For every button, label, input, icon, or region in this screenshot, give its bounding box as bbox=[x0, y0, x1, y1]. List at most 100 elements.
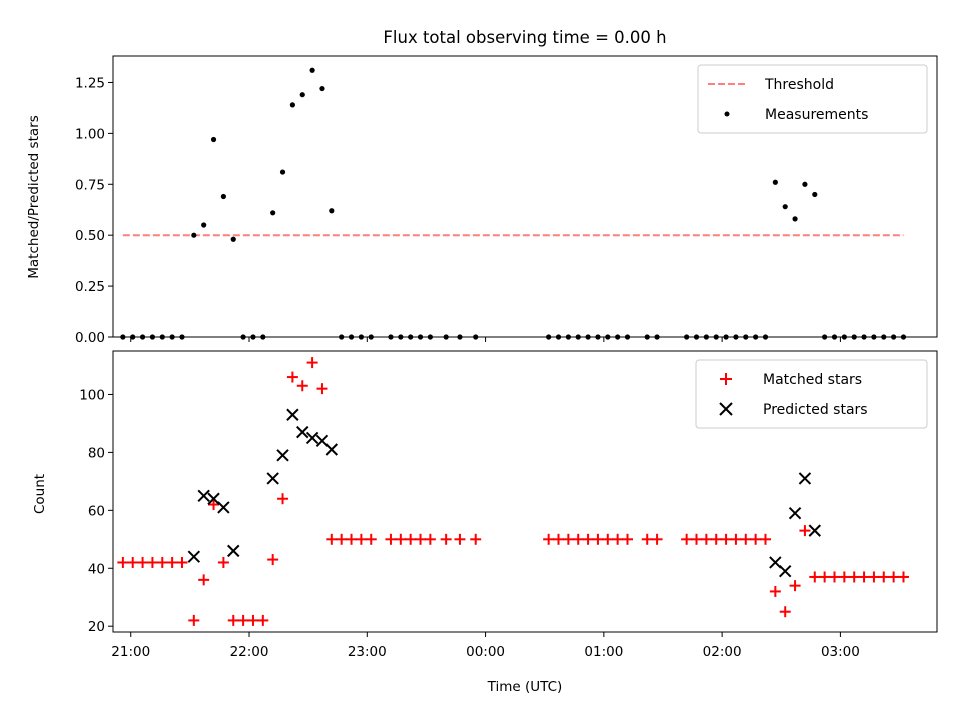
measurement-point bbox=[772, 179, 778, 185]
measurement-point bbox=[812, 191, 818, 198]
bottom-y-tick-label: 80 bbox=[88, 445, 105, 461]
matched-star-point bbox=[641, 533, 653, 545]
matched-star-point bbox=[355, 533, 367, 545]
matched-star-point bbox=[247, 614, 259, 626]
matched-star-point bbox=[759, 533, 771, 545]
matched-star-point bbox=[602, 533, 614, 545]
predicted-star-point bbox=[276, 449, 289, 462]
matched-star-point bbox=[888, 571, 900, 583]
predicted-star-point bbox=[227, 544, 240, 558]
measurement-point bbox=[319, 85, 325, 92]
matched-star-point bbox=[470, 533, 482, 545]
predicted-star-point bbox=[798, 472, 812, 485]
x-tick-label: 21:00 bbox=[111, 644, 150, 660]
matched-star-point bbox=[257, 614, 269, 626]
matched-star-point bbox=[612, 533, 624, 545]
measurements-legend-swatch bbox=[724, 111, 730, 117]
predicted-star-point bbox=[808, 524, 821, 537]
bottom-y-tick-label: 20 bbox=[88, 619, 105, 635]
measurement-point bbox=[289, 102, 295, 108]
matched-star-point bbox=[740, 533, 752, 545]
measurement-point bbox=[191, 232, 197, 238]
predicted-star-point bbox=[217, 501, 230, 514]
top-y-tick-label: 0.00 bbox=[75, 330, 105, 346]
matched-star-point bbox=[769, 585, 781, 597]
matched-star-point bbox=[454, 533, 466, 545]
measurement-point bbox=[220, 193, 226, 200]
matched-star-point bbox=[188, 614, 200, 626]
top-legend: Threshold Measurements bbox=[697, 64, 928, 134]
matched-star-point bbox=[710, 533, 722, 545]
x-tick-label: 01:00 bbox=[584, 644, 623, 660]
measurement-point bbox=[782, 204, 788, 210]
matched-star-point bbox=[208, 499, 220, 511]
bottom-legend-box bbox=[695, 359, 928, 429]
top-chart-title: Flux total observing time = 0.00 h bbox=[383, 28, 666, 47]
matched-star-point bbox=[217, 556, 229, 568]
matched-star-point bbox=[127, 556, 139, 568]
measurement-point bbox=[279, 169, 286, 175]
bottom-y-axis-label: Count bbox=[32, 474, 48, 514]
matched-star-point bbox=[799, 525, 811, 537]
matched-star-point bbox=[838, 571, 850, 583]
bottom-y-tick-label: 40 bbox=[88, 561, 105, 577]
bottom-legend: Matched stars Predicted stars bbox=[695, 359, 928, 429]
matched-star-point bbox=[326, 533, 338, 545]
predicted-star-point bbox=[325, 443, 339, 456]
x-tick-label: 22:00 bbox=[230, 644, 269, 660]
x-axis-label: Time (UTC) bbox=[487, 679, 563, 695]
x-tick-label: 02:00 bbox=[703, 644, 742, 660]
predicted-star-point bbox=[779, 564, 792, 578]
matched-star-point bbox=[720, 533, 732, 545]
matched-star-point bbox=[651, 533, 663, 545]
matched-star-point bbox=[395, 533, 407, 545]
measurement-point bbox=[230, 236, 236, 242]
matched-star-point bbox=[424, 533, 436, 545]
matched-star-point bbox=[828, 571, 840, 583]
matched-star-point bbox=[848, 571, 860, 583]
matched-star-point bbox=[336, 533, 348, 545]
matched-star-point bbox=[700, 533, 712, 545]
matched-star-point bbox=[553, 533, 565, 545]
matched-star-point bbox=[365, 533, 377, 545]
matched-star-point bbox=[572, 533, 584, 545]
matched-star-point bbox=[137, 556, 149, 568]
measurement-point bbox=[201, 222, 207, 228]
top-axes-frame bbox=[112, 55, 938, 338]
matched-star-point bbox=[440, 533, 452, 545]
top-y-tick-label: 0.25 bbox=[75, 279, 105, 295]
measurement-point bbox=[329, 208, 335, 214]
bottom-y-tick-label: 60 bbox=[88, 503, 105, 519]
matched-star-point bbox=[385, 533, 397, 545]
top-y-axis-label: Matched/Predicted stars bbox=[26, 115, 42, 278]
matched-star-point bbox=[681, 533, 693, 545]
matched-star-point bbox=[296, 380, 308, 392]
matched-star-point bbox=[227, 614, 239, 626]
predicted-star-point bbox=[315, 434, 329, 448]
matched-star-point bbox=[415, 533, 427, 545]
matched-star-point bbox=[237, 614, 249, 626]
matched-star-point bbox=[286, 371, 298, 383]
matched-star-point bbox=[346, 533, 358, 545]
matched-star-point bbox=[592, 533, 604, 545]
predicted-star-point bbox=[286, 408, 299, 421]
top-y-tick-label: 0.75 bbox=[75, 177, 105, 193]
matched-legend-swatch bbox=[720, 373, 732, 385]
measurement-point bbox=[210, 136, 217, 143]
top-y-tick-label: 0.50 bbox=[75, 228, 105, 244]
bottom-y-tick-label: 100 bbox=[79, 387, 105, 403]
measurement-point bbox=[270, 210, 276, 216]
x-tick-label: 23:00 bbox=[348, 644, 387, 660]
measurement-point bbox=[802, 181, 808, 187]
predicted-star-point bbox=[197, 489, 210, 503]
x-tick-label: 03:00 bbox=[821, 644, 860, 660]
matched-star-point bbox=[622, 533, 634, 545]
matched-star-point bbox=[582, 533, 594, 545]
predicted-star-point bbox=[788, 507, 802, 520]
measurement-point bbox=[299, 92, 305, 98]
matched-star-point bbox=[176, 556, 188, 568]
predicted-star-point bbox=[296, 425, 309, 439]
matched-star-point bbox=[868, 571, 880, 583]
bottom-panel: Count Time (UTC) 20 40 60 80 100 21:00 22:00 23… bbox=[32, 350, 938, 695]
matched-star-point bbox=[789, 580, 801, 592]
